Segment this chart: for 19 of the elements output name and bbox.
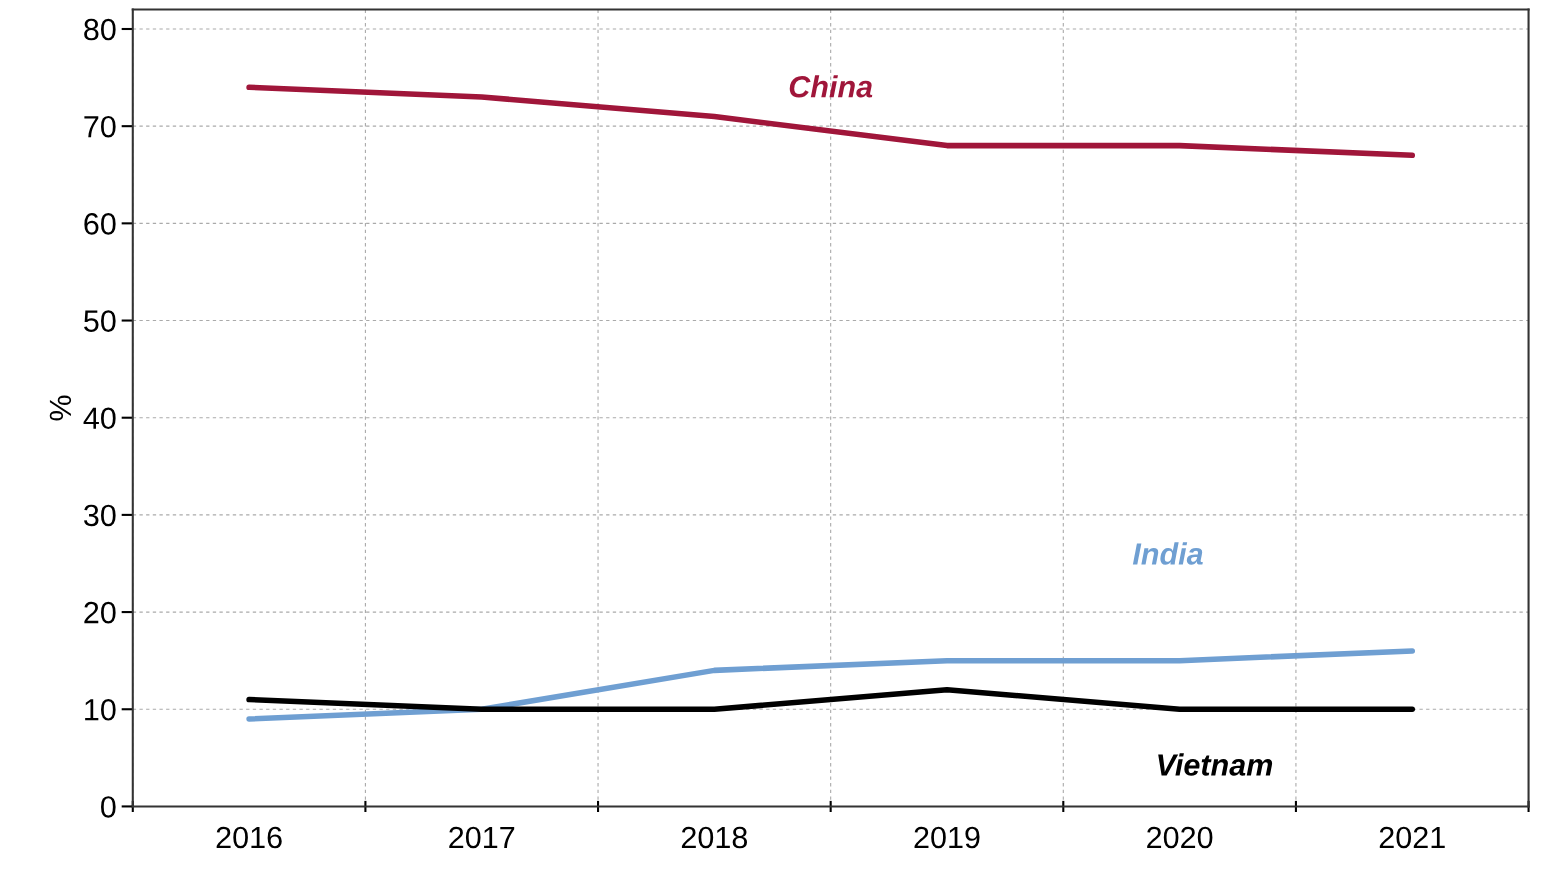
y-tick-label: 70: [84, 115, 116, 138]
x-tick-label: 2020: [1147, 826, 1213, 849]
y-tick-label: 10: [85, 698, 116, 721]
y-tick-label: 60: [84, 213, 116, 235]
x-tick-label: 2019: [914, 826, 980, 849]
x-tick-label: 2018: [681, 826, 748, 849]
x-tick-label: 2016: [216, 826, 282, 849]
y-tick-label: 20: [84, 601, 116, 624]
y-axis-title: %: [49, 395, 72, 421]
x-tick-label: 2021: [1379, 826, 1445, 849]
y-tick-label: 30: [83, 504, 116, 527]
text: India: [1132, 542, 1203, 565]
y-tick-label: 0: [101, 796, 116, 818]
series-label: Vietnam: [1158, 753, 1273, 776]
series-label: China: [789, 75, 873, 98]
y-tick-label: 40: [83, 407, 116, 430]
x-tick-label: 2017: [449, 826, 515, 849]
y-tick-label: 50: [84, 310, 116, 332]
y-tick-label: 80: [84, 18, 116, 41]
